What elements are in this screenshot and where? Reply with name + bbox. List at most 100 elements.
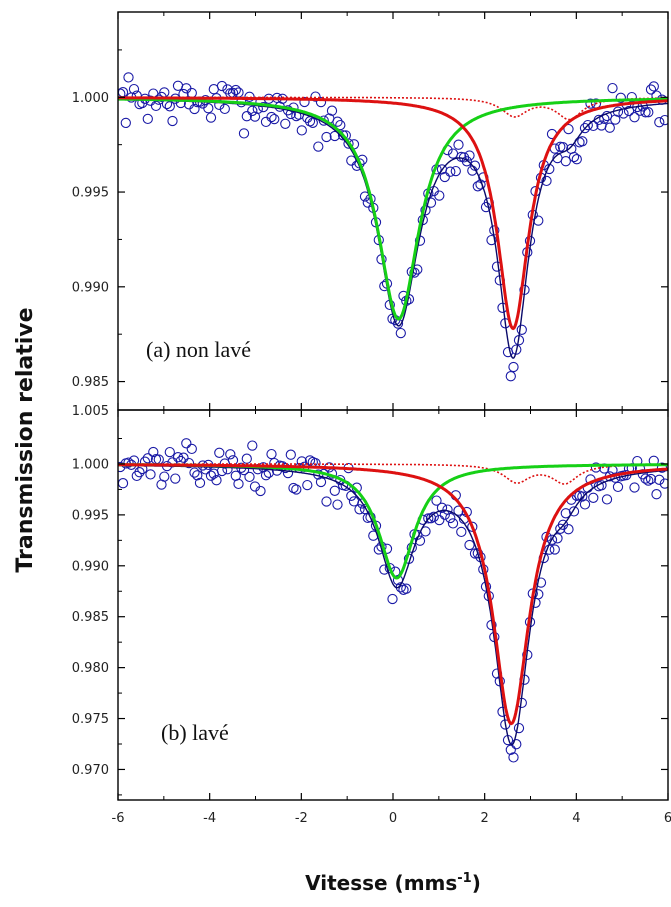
data-point (241, 453, 252, 464)
data-point (326, 105, 338, 116)
data-point (241, 111, 252, 122)
data-point (659, 114, 668, 126)
data-point (645, 84, 657, 95)
data-point (329, 130, 340, 142)
data-point (346, 490, 357, 501)
data-point (571, 154, 582, 165)
y-tick-label: 0.995 (72, 508, 109, 523)
data-point (123, 72, 134, 83)
data-point (118, 461, 126, 473)
data-point (629, 112, 640, 123)
data-point (244, 471, 255, 483)
data-point (464, 150, 475, 161)
data-point (643, 475, 654, 486)
data-point (159, 471, 170, 482)
data-point (337, 130, 349, 141)
data-point (148, 446, 159, 458)
data-point (150, 100, 162, 112)
data-point (134, 467, 145, 478)
data-point (131, 470, 142, 482)
data-point (266, 111, 277, 123)
data-point (348, 496, 360, 507)
data-point (307, 117, 318, 128)
data-point (601, 494, 613, 505)
data-point (247, 440, 258, 451)
data-point (423, 513, 434, 524)
y-tick-label: 1.005 (72, 404, 109, 419)
data-point (164, 446, 175, 458)
data-point (387, 593, 398, 605)
data-point (123, 457, 134, 468)
data-point (425, 513, 437, 524)
data-point (280, 118, 291, 129)
data-point (428, 511, 439, 522)
data-point (659, 478, 668, 489)
data-point (654, 474, 665, 485)
data-point (610, 114, 621, 125)
data-point (607, 82, 618, 94)
data-point (563, 123, 574, 135)
y-tick-label: 0.970 (72, 763, 109, 778)
data-point (354, 504, 365, 515)
data-point (516, 324, 527, 335)
data-point (321, 496, 332, 507)
data-point (203, 103, 214, 114)
data-point (118, 478, 129, 489)
data-point (205, 112, 217, 123)
data-point (233, 478, 244, 490)
data-point (511, 344, 522, 355)
data-point (216, 80, 228, 92)
data-point (445, 512, 456, 524)
data-point (194, 477, 206, 489)
data-point (291, 484, 302, 495)
data-point (563, 524, 574, 535)
data-point (128, 83, 140, 95)
data-point (623, 105, 635, 117)
panel-label: (b) lavé (161, 720, 229, 745)
y-tick-label: 0.975 (72, 712, 109, 727)
data-point (401, 583, 412, 594)
data-point (255, 485, 266, 497)
data-point (645, 473, 657, 485)
x-tick-label: -2 (295, 811, 308, 826)
data-point (640, 473, 651, 484)
data-point (579, 499, 591, 510)
data-point (612, 481, 624, 493)
y-tick-label: 0.980 (72, 661, 109, 676)
data-point (335, 119, 346, 131)
data-point (181, 83, 192, 94)
panel-a-non-lave: 0.985 0.990 0.995 1.000 (a) non lavé 1.005 (72, 11, 669, 419)
data-point (508, 361, 519, 373)
data-point (434, 514, 445, 526)
data-point (230, 84, 241, 96)
data-point (549, 544, 560, 555)
data-point (332, 116, 343, 127)
data-point (505, 371, 516, 382)
data-point (453, 139, 464, 150)
data-point (560, 508, 571, 519)
data-point (260, 470, 272, 481)
data-point (164, 101, 175, 112)
data-point (643, 107, 654, 118)
total-fit-curve (118, 464, 668, 746)
data-point (167, 457, 178, 468)
data-point (183, 457, 195, 469)
data-point (582, 119, 593, 131)
data-point (189, 103, 200, 115)
data-point (219, 103, 230, 115)
data-point (227, 455, 239, 466)
data-point (456, 526, 467, 538)
data-point (285, 449, 296, 460)
x-tick-label: 4 (572, 811, 580, 826)
data-point (145, 469, 156, 480)
y-tick-label: 0.985 (72, 375, 109, 390)
data-point (431, 495, 442, 506)
data-point (189, 467, 200, 478)
data-point (269, 113, 280, 125)
panel-label: (a) non lavé (146, 337, 251, 362)
data-point (266, 448, 277, 460)
x-axis-title: Vitesse (mms-1) (305, 871, 481, 895)
data-point (120, 117, 131, 129)
data-point (447, 518, 459, 529)
